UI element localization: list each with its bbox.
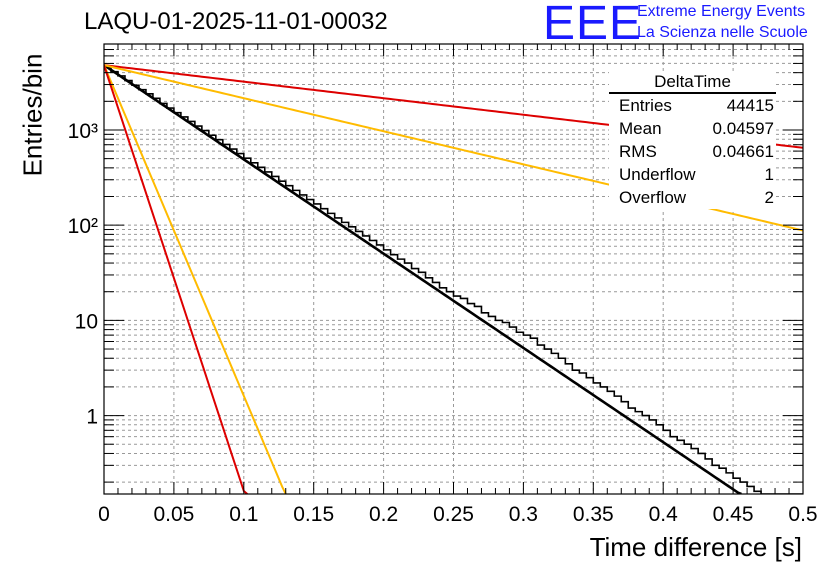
histogram-series (104, 66, 803, 494)
eee-logo: EEE (543, 0, 643, 50)
stats-box: DeltaTime Entries 44415 Mean 0.04597 RMS 0.… (609, 72, 776, 209)
y-ticks (104, 43, 803, 483)
stats-title: DeltaTime (609, 72, 776, 94)
logo-line-2: La Scienza nelle Scuole (637, 24, 808, 41)
x-axis-label: Time difference [s] (589, 532, 802, 562)
x-tick-label: 0.15 (293, 503, 334, 526)
stats-row-entries: Entries 44415 (619, 96, 774, 115)
stats-row-underflow: Underflow 1 (619, 165, 774, 184)
y-tick-label: 10³ (68, 120, 98, 143)
stats-row-mean: Mean 0.04597 (619, 119, 774, 138)
x-tick-label: 0.1 (229, 503, 258, 526)
x-tick-label: 0.05 (153, 503, 194, 526)
stats-row-overflow: Overflow 2 (619, 188, 774, 207)
x-tick-label: 0.45 (713, 503, 754, 526)
x-ticks (103, 44, 804, 494)
fit-line-fit (104, 64, 742, 494)
y-tick-label: 10² (68, 215, 98, 238)
y-axis-label: Entries/bin (17, 53, 48, 177)
x-tick-label: 0.5 (788, 503, 817, 526)
x-tick-label: 0.35 (573, 503, 614, 526)
x-tick-label: 0.2 (369, 503, 398, 526)
plot-title: LAQU-01-2025-11-01-00032 (84, 8, 388, 35)
logo-line-1: Extreme Energy Events (637, 3, 806, 20)
stats-row-rms: RMS 0.04661 (619, 142, 774, 161)
x-tick-label: 0.25 (433, 503, 474, 526)
x-tick-label: 0.4 (649, 503, 679, 526)
fit-line-red-fast (104, 64, 248, 494)
y-tick-label: 10 (75, 310, 98, 333)
x-tick-label: 0.3 (509, 503, 538, 526)
y-tick-label: 1 (86, 406, 98, 429)
fit-line-orange-fast (104, 64, 287, 494)
x-tick-label: 0 (98, 503, 110, 526)
